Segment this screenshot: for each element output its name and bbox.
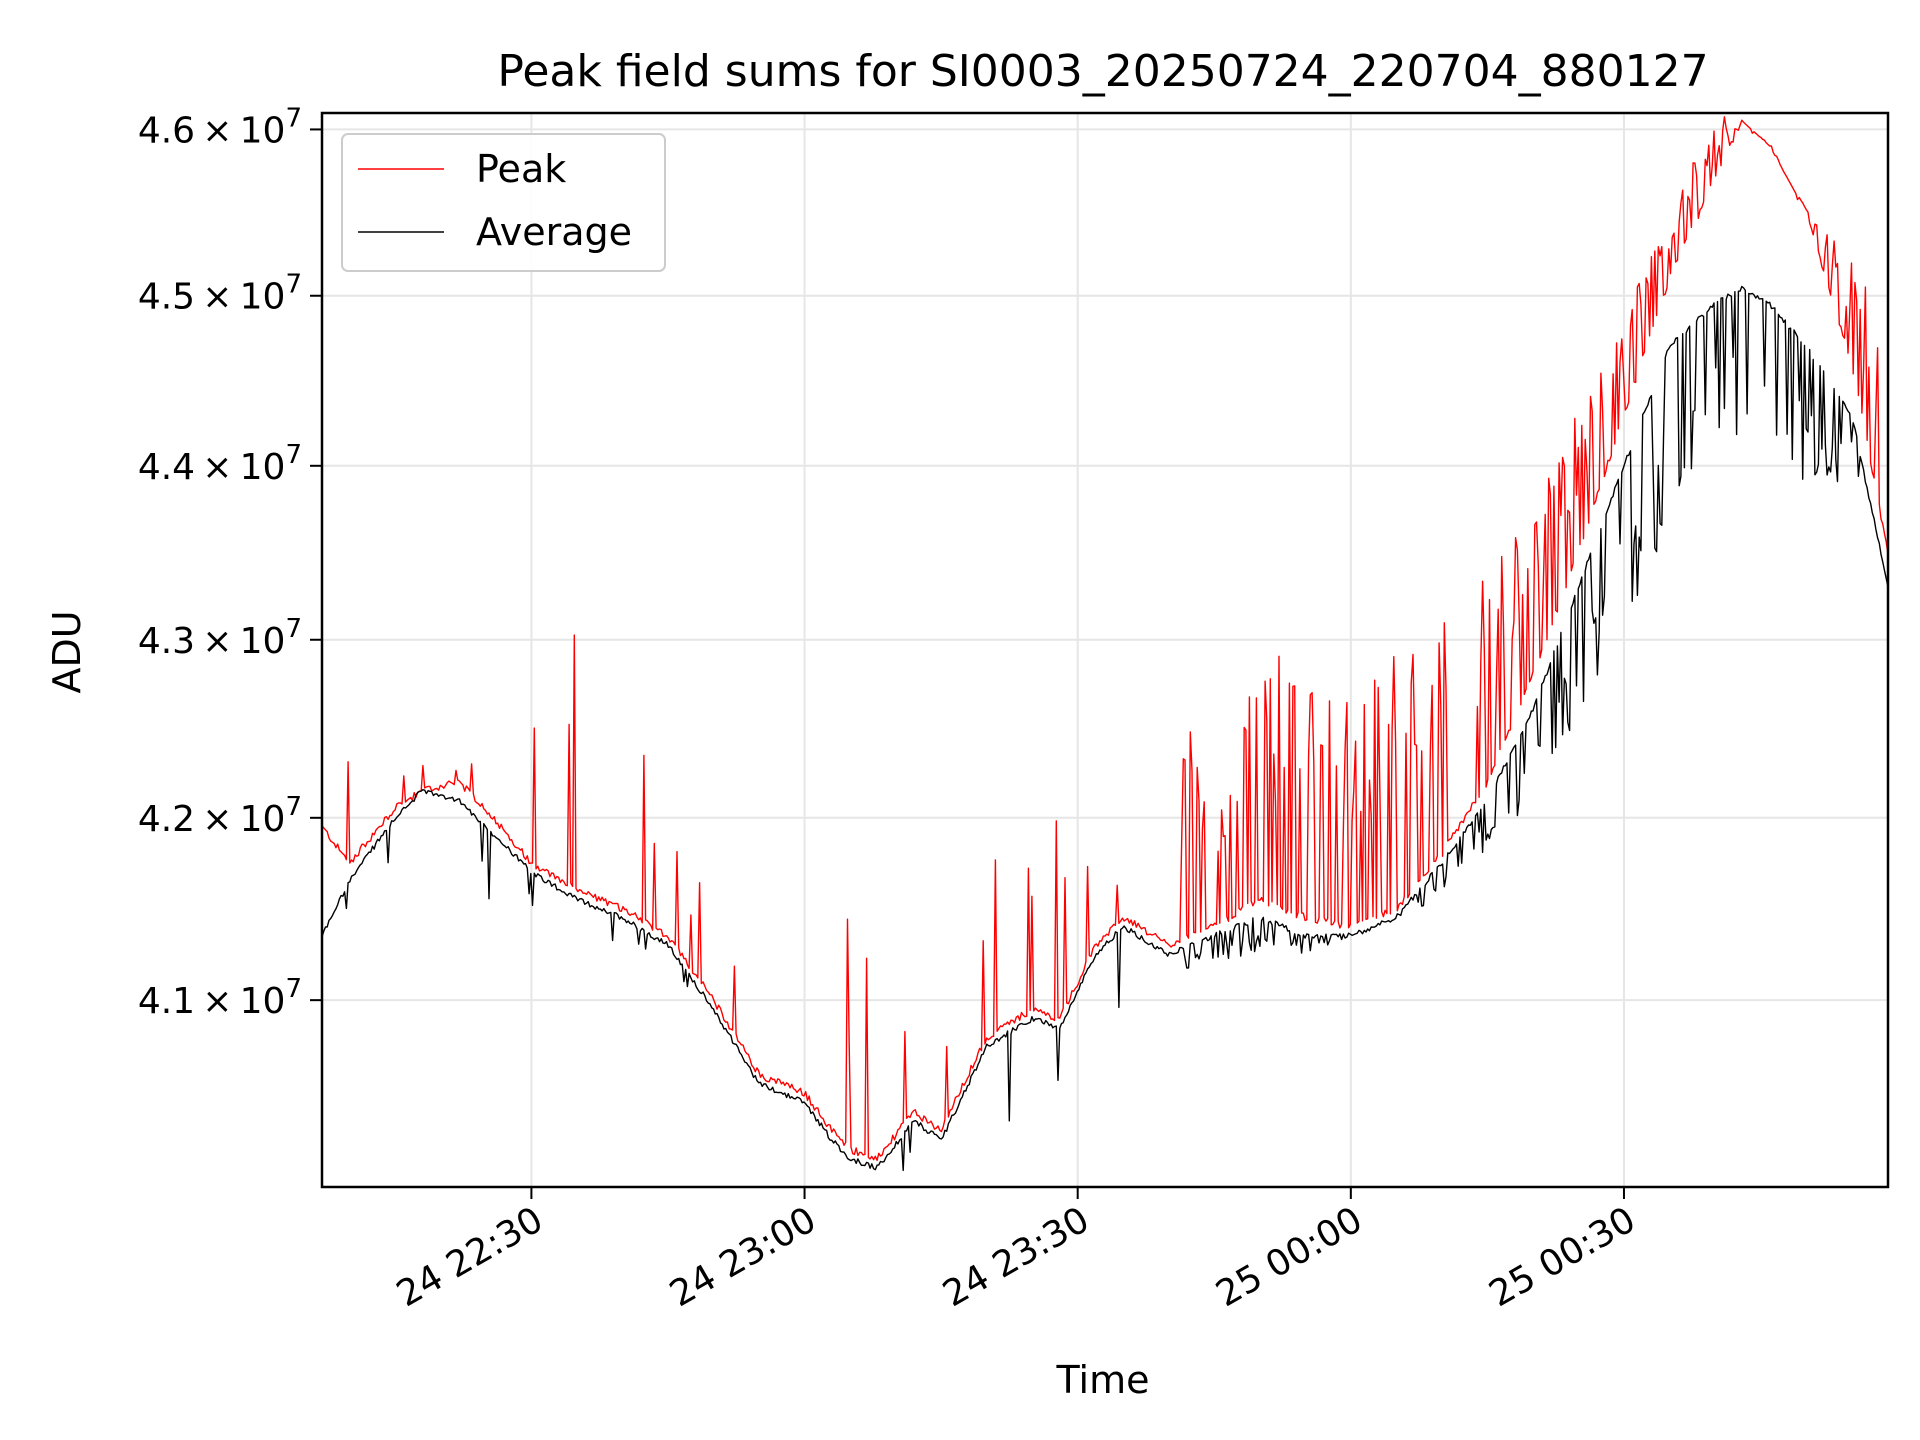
y-tick-label: 4.6 × 107 [138,103,302,151]
legend-label-peak: Peak [476,147,566,191]
legend-label-average: Average [476,210,632,254]
y-tick-label: 4.2 × 107 [138,792,302,840]
series-layer [321,116,1889,1172]
chart-title: Peak field sums for SI0003_20250724_2207… [497,46,1708,97]
x-axis-title: Time [1056,1358,1150,1402]
y-tick-label: 4.4 × 107 [138,440,302,488]
y-axis-title: ADU [45,610,89,693]
y-tick-label: 4.1 × 107 [138,974,302,1022]
y-tick-label: 4.3 × 107 [138,614,302,662]
series-line-peak [321,116,1889,1162]
y-axis: 4.1 × 107 4.2 × 107 4.3 × 107 4.4 × 107 4.5 … [138,103,322,1022]
series-line-average [321,285,1889,1172]
y-tick-label: 4.5 × 107 [138,270,302,318]
grid [322,113,1888,1187]
plot-frame [320,111,1890,1189]
legend: Peak Average [341,133,666,272]
